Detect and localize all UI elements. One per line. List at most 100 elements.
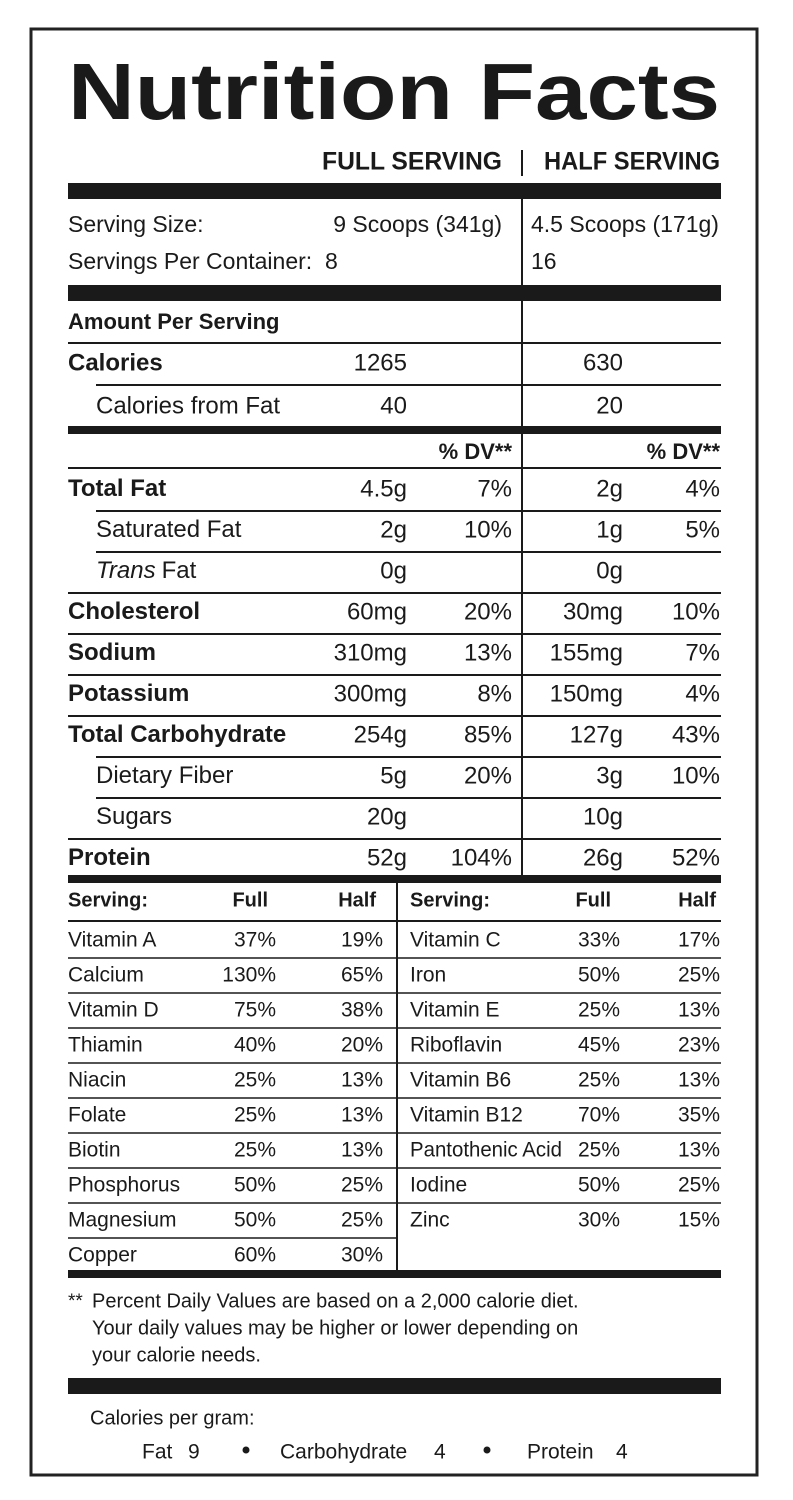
nutrient-label-text: Potassium <box>68 680 189 707</box>
half-dv: 4% <box>685 475 720 502</box>
calories-per-gram-name: Fat <box>142 1441 173 1464</box>
half-amount: 30mg <box>563 598 623 625</box>
vitamin-half: 25% <box>678 1174 720 1197</box>
vitamin-name: Calcium <box>68 964 144 987</box>
full-dv: 20% <box>464 762 512 789</box>
vitamin-name: Copper <box>68 1244 137 1267</box>
half-dv: 43% <box>672 721 720 748</box>
vitamin-full: 30% <box>578 1209 620 1232</box>
serving-size-half: 4.5 Scoops (171g) <box>531 211 719 237</box>
vitamin-full: 45% <box>578 1034 620 1057</box>
vitamin-name: Iodine <box>410 1174 467 1197</box>
amount-per-serving: Amount Per Serving <box>68 309 279 334</box>
dv-header: % DV** <box>647 439 721 464</box>
servings-per-container-label: Servings Per Container: <box>68 248 312 274</box>
nutrient-label: Cholesterol <box>68 598 200 625</box>
nutrient-label: Total Carbohydrate <box>68 721 286 748</box>
nutrient-label-text: Protein <box>68 844 151 871</box>
half-amount: 155mg <box>550 639 623 666</box>
nutrient-label-text: Saturated Fat <box>96 516 242 543</box>
title: Nutrition Facts <box>68 47 720 136</box>
nutrient-label: Sugars <box>96 803 172 830</box>
full-dv: 10% <box>464 516 512 543</box>
bullet <box>242 1446 250 1454</box>
vitamin-half: 13% <box>341 1104 383 1127</box>
nutrient-label-text: Cholesterol <box>68 598 200 625</box>
vitamin-half: 25% <box>678 964 720 987</box>
full-amount: 2g <box>380 516 407 543</box>
vitamin-full: 70% <box>578 1104 620 1127</box>
vitamin-name: Niacin <box>68 1069 126 1092</box>
vitamin-full: 50% <box>234 1174 276 1197</box>
nutrient-label-text: Sugars <box>96 803 172 830</box>
serving-size-full: 9 Scoops (341g) <box>333 211 502 237</box>
vitamin-half: 35% <box>678 1104 720 1127</box>
vitamin-half: 30% <box>341 1244 383 1267</box>
nutrient-label: Potassium <box>68 680 189 707</box>
nutrient-label: Dietary Fiber <box>96 762 233 789</box>
vitamin-name: Zinc <box>410 1209 450 1232</box>
vitamin-full: 50% <box>234 1209 276 1232</box>
nutrient-label-text: Fat <box>162 557 197 584</box>
full-amount: 310mg <box>334 639 407 666</box>
vitamin-full: 25% <box>234 1104 276 1127</box>
vitamin-half: 17% <box>678 929 720 952</box>
full-dv: 20% <box>464 598 512 625</box>
dv-header: % DV** <box>439 439 513 464</box>
nutrient-label-text: Total Fat <box>68 475 166 502</box>
vitamin-full: 25% <box>578 1139 620 1162</box>
servings-per-container-full: 8 <box>325 248 338 274</box>
vitamin-half: 38% <box>341 999 383 1022</box>
vitamin-header: Serving: <box>410 889 490 911</box>
vitamin-name: Vitamin B6 <box>410 1069 511 1092</box>
vitamin-half: 20% <box>341 1034 383 1057</box>
full-amount: 4.5g <box>360 475 407 502</box>
calories-per-gram-value: 4 <box>434 1441 446 1464</box>
vitamin-full: 33% <box>578 929 620 952</box>
column-header: HALF SERVING <box>544 148 720 176</box>
vitamin-half: 13% <box>678 1069 720 1092</box>
footnote-line: Percent Daily Values are based on a 2,00… <box>92 1290 579 1312</box>
vitamin-name: Vitamin C <box>410 929 501 952</box>
vitamin-full: 25% <box>578 999 620 1022</box>
full-dv: 85% <box>464 721 512 748</box>
bullet <box>483 1446 491 1454</box>
calories-per-gram-value: 4 <box>616 1441 628 1464</box>
label-border <box>29 27 759 1477</box>
full-dv: 13% <box>464 639 512 666</box>
half-amount: 2g <box>596 475 623 502</box>
vitamin-name: Thiamin <box>68 1034 143 1057</box>
vitamin-name: Magnesium <box>68 1209 177 1232</box>
full-amount: 0g <box>380 557 407 584</box>
footnote-marker: ** <box>68 1291 83 1312</box>
vitamin-header: Half <box>338 889 376 911</box>
nutrient-label-italic: Trans <box>96 557 156 584</box>
nutrient-label-text: Total Carbohydrate <box>68 721 286 748</box>
vitamin-full: 40% <box>234 1034 276 1057</box>
vitamin-name: Vitamin D <box>68 999 159 1022</box>
half-amount: 0g <box>596 557 623 584</box>
vitamin-half: 13% <box>341 1139 383 1162</box>
vitamin-full: 50% <box>578 1174 620 1197</box>
nutrient-label-text: Dietary Fiber <box>96 762 233 789</box>
nutrient-label: Total Fat <box>68 475 166 502</box>
footnote-line: Your daily values may be higher or lower… <box>92 1317 578 1339</box>
full-amount: 20g <box>367 803 407 830</box>
servings-per-container-half: 16 <box>531 248 557 274</box>
vitamin-half: 25% <box>341 1209 383 1232</box>
calories-from-fat-label: Calories from Fat <box>96 392 280 419</box>
half-amount: 10g <box>583 803 623 830</box>
full-dv: 8% <box>477 680 512 707</box>
half-amount: 1g <box>596 516 623 543</box>
half-amount: 3g <box>596 762 623 789</box>
vitamin-name: Folate <box>68 1104 126 1127</box>
calories-per-gram-name: Protein <box>527 1441 594 1464</box>
half-dv: 5% <box>685 516 720 543</box>
half-amount: 150mg <box>550 680 623 707</box>
vitamin-full: 25% <box>234 1139 276 1162</box>
vitamin-full: 50% <box>578 964 620 987</box>
vitamin-header: Full <box>232 889 268 911</box>
half-dv: 7% <box>685 639 720 666</box>
vitamin-half: 23% <box>678 1034 720 1057</box>
